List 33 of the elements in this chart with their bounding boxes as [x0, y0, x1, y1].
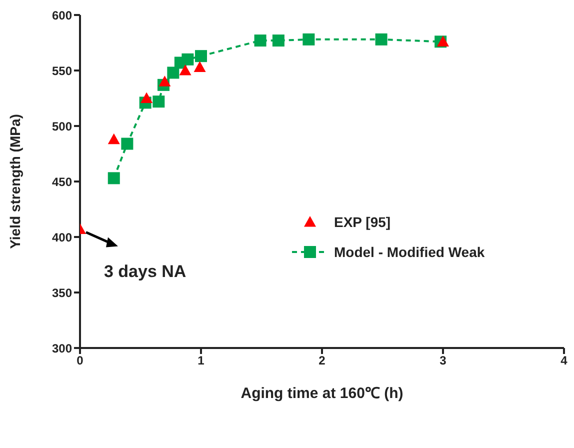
point: [375, 33, 388, 46]
point: [108, 172, 120, 184]
point: [108, 133, 120, 144]
point: [140, 92, 153, 104]
legend-label: EXP [95]: [334, 214, 391, 230]
x-tick-label: 1: [198, 354, 205, 368]
point: [272, 34, 284, 47]
point: [167, 66, 180, 79]
point: [437, 36, 449, 46]
x-tick-label: 0: [76, 354, 84, 368]
annotation: 3 days NA: [104, 262, 186, 282]
x-tick-label: 2: [318, 354, 326, 368]
point: [179, 64, 192, 76]
x-axis-title: Aging time at 160℃ (h): [240, 385, 404, 402]
y-tick-label: 400: [52, 230, 72, 244]
y-tick-label: 550: [52, 64, 72, 78]
point: [254, 34, 266, 47]
point: [158, 76, 171, 86]
y-tick-label: 600: [52, 8, 72, 22]
point: [194, 61, 206, 72]
legend-label: Model - Modified Weak: [334, 244, 485, 260]
x-tick-label: 4: [560, 354, 568, 368]
point: [182, 53, 194, 66]
y-tick-label: 300: [52, 341, 72, 356]
x-tick-label: 3: [440, 354, 447, 368]
y-axis-title: Yield strength (MPa): [6, 114, 23, 249]
point: [152, 96, 165, 108]
y-tick-label: 450: [52, 174, 72, 189]
point: [121, 138, 134, 150]
point: [195, 50, 207, 62]
y-tick-label: 500: [52, 119, 72, 134]
y-tick-label: 350: [52, 286, 72, 300]
point: [302, 33, 315, 46]
